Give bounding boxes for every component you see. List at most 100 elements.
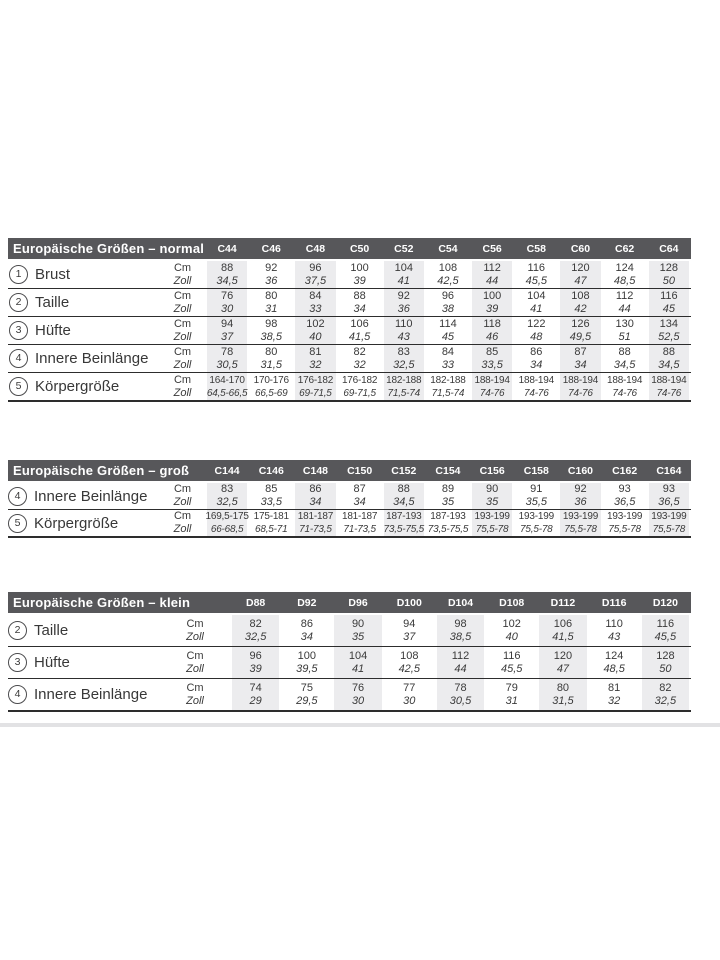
zoll-value: 32,5 [244, 630, 267, 643]
zoll-value: 30 [351, 694, 365, 707]
value-cell: 164-170 64,5-66,5 [205, 372, 250, 401]
zoll-value: 41,5 [348, 330, 371, 343]
zoll-value: 41,5 [552, 630, 574, 643]
cm-value: 96 [441, 289, 455, 302]
value-cell: 92 36 [249, 260, 293, 289]
zoll-value: 32,5 [393, 358, 415, 371]
cm-value: 93 [662, 483, 675, 495]
zoll-value: 42,5 [437, 274, 459, 287]
column-header: C158 [514, 460, 559, 483]
value-cell: 116 45 [646, 288, 691, 317]
zoll-value: 32 [608, 694, 621, 707]
unit-cm-label: Cm [186, 617, 204, 630]
measurement-label-cell: 5 Körpergröße [8, 510, 160, 538]
cm-value: 193-199 [651, 511, 687, 522]
zoll-value: 32 [353, 358, 366, 371]
zoll-value: 69-71,5 [299, 387, 332, 399]
unit-zoll-label: Zoll [173, 330, 192, 343]
zoll-value: 34 [530, 358, 543, 371]
zoll-value: 37 [220, 330, 234, 343]
cm-value: 86 [530, 345, 543, 358]
value-cell: 193-199 75,5-78 [558, 509, 603, 537]
zoll-value: 73,5-75,5 [383, 524, 425, 535]
zoll-value: 39 [249, 662, 262, 675]
zoll-value: 36,5 [613, 496, 636, 508]
zoll-value: 71-73,5 [299, 524, 332, 535]
value-cell: 110 43 [381, 316, 426, 345]
zoll-value: 40 [309, 330, 322, 343]
unit-cell: Cm Zoll [160, 289, 205, 317]
value-cell: 75 29,5 [281, 679, 332, 712]
unit-zoll-label: Zoll [173, 523, 192, 535]
zoll-value: 42,5 [398, 662, 420, 675]
value-cell: 193-199 75,5-78 [514, 510, 558, 538]
cm-value: 88 [662, 345, 675, 358]
value-cell: 82 32 [338, 345, 382, 373]
value-cell: 86 34 [293, 482, 338, 510]
zoll-value: 71-73,5 [343, 524, 376, 535]
value-cell: 87 34 [338, 482, 382, 510]
unit-zoll-label: Zoll [186, 662, 204, 675]
cm-value: 82 [249, 617, 262, 630]
zoll-value: 45,5 [501, 662, 523, 675]
zoll-value: 34 [309, 496, 322, 508]
cm-value: 112 [451, 649, 470, 662]
column-header: C146 [249, 460, 294, 483]
cm-value: 181-187 [341, 511, 378, 522]
cm-value: 102 [502, 617, 521, 630]
column-header: C64 [646, 238, 691, 261]
zoll-value: 34,5 [613, 358, 636, 371]
size-table-gross: Europäische Größen – groß C144 C146 C148 C15… [8, 460, 691, 538]
cm-value: 79 [505, 681, 518, 694]
cm-value: 87 [353, 483, 366, 495]
zoll-value: 75,5-78 [564, 524, 597, 535]
column-header: D116 [588, 592, 640, 615]
zoll-value: 51 [618, 330, 631, 343]
column-header: D92 [281, 592, 333, 615]
value-cell: 85 33,5 [470, 344, 515, 373]
cm-value: 114 [439, 317, 457, 330]
column-header: D96 [332, 592, 384, 615]
table-row: 5 Körpergröße Cm Zoll 164-170 64,5-66,5 170-17… [8, 372, 691, 402]
cm-value: 116 [527, 261, 546, 274]
cm-value: 96 [309, 261, 322, 274]
value-cell: 169,5-175 66-68,5 [205, 509, 250, 537]
value-cell: 182-188 71,5-74 [426, 373, 470, 402]
zoll-value: 75,5-78 [475, 524, 509, 535]
row-label: Hüfte [35, 322, 71, 339]
table-row: 2 Taille Cm Zoll 76 30 80 31 84 33 88 34 92 36 96 38 100… [8, 288, 691, 317]
value-cell: 106 41,5 [338, 317, 382, 345]
zoll-value: 32 [309, 358, 322, 371]
unit-cm-label: Cm [173, 317, 192, 330]
measurement-label-cell: 3 Hüfte [8, 647, 160, 679]
value-cell: 96 37,5 [293, 260, 338, 289]
value-cell: 94 37 [384, 614, 435, 647]
value-cell: 83 32,5 [381, 344, 426, 373]
cm-value: 108 [571, 289, 590, 302]
measurement-label-cell: 1 Brust [8, 260, 160, 289]
column-header: C52 [381, 238, 426, 261]
value-cell: 80 31,5 [249, 345, 293, 373]
column-header: D112 [537, 592, 589, 615]
value-cell: 181-187 71-73,5 [293, 509, 338, 537]
zoll-value: 34 [574, 358, 587, 371]
column-header: C50 [337, 238, 382, 261]
zoll-value: 34,5 [658, 358, 680, 371]
value-cell: 104 41 [381, 260, 426, 289]
value-cell: 104 41 [514, 289, 558, 317]
cm-value: 188-194 [562, 374, 599, 386]
table-row: 1 Brust Cm Zoll 88 34,5 92 36 96 37,5 100 39 104 41 10… [8, 260, 691, 289]
zoll-value: 30 [220, 302, 234, 315]
value-cell: 84 33 [426, 345, 470, 373]
zoll-value: 66-68,5 [210, 524, 244, 535]
section-header: Europäische Größen – normal C44 C46 C48 C50 C… [8, 238, 691, 261]
cm-value: 88 [618, 345, 631, 358]
value-cell: 86 34 [281, 614, 332, 647]
cm-value: 90 [351, 617, 365, 630]
zoll-value: 48,5 [613, 274, 636, 287]
zoll-value: 36,5 [658, 496, 680, 508]
zoll-value: 50 [662, 274, 675, 287]
cm-value: 108 [438, 261, 458, 274]
cm-value: 94 [220, 317, 234, 330]
